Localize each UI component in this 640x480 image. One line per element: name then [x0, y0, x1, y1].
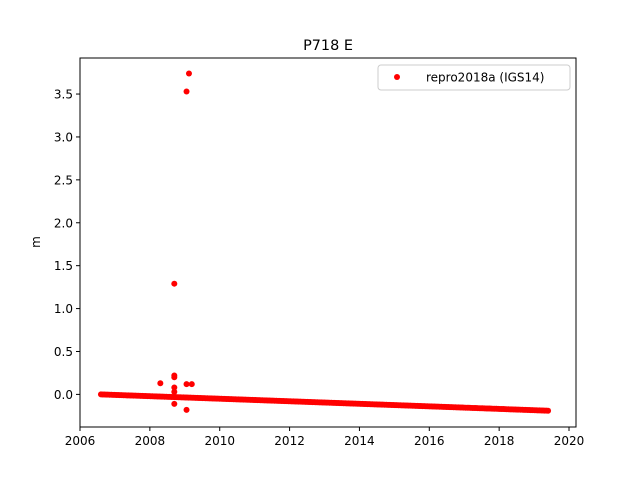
legend-marker: [394, 74, 400, 80]
outlier-point: [183, 406, 190, 413]
outlier-point: [171, 374, 178, 381]
x-tick-label: 2016: [414, 434, 445, 448]
x-tick-label: 2010: [204, 434, 235, 448]
x-tick-label: 2018: [484, 434, 515, 448]
outlier-point: [171, 400, 178, 407]
outlier-point: [188, 381, 195, 388]
outlier-point: [185, 70, 192, 77]
y-tick-label: 0.0: [54, 388, 73, 402]
y-tick-label: 1.0: [54, 302, 73, 316]
outlier-point: [171, 388, 178, 395]
chart-title: P718 E: [303, 38, 353, 54]
y-tick-label: 2.5: [54, 173, 73, 187]
outlier-point: [171, 280, 178, 287]
plot-area: [79, 57, 577, 428]
x-tick-label: 2014: [344, 434, 375, 448]
y-tick-label: 0.5: [54, 345, 73, 359]
x-axis: 2006 2008 2010 2012 2014 2016 2018 2020: [65, 427, 585, 448]
y-tick-label: 1.5: [54, 259, 73, 273]
x-tick-label: 2012: [274, 434, 305, 448]
legend: repro2018a (IGS14): [377, 64, 571, 91]
outlier-point: [183, 381, 190, 388]
outlier-point: [157, 380, 164, 387]
y-tick-label: 3.0: [54, 130, 73, 144]
legend-label: repro2018a (IGS14): [426, 71, 544, 85]
x-tick-label: 2008: [135, 434, 166, 448]
data-point: [545, 407, 552, 414]
x-tick-label: 2020: [554, 434, 585, 448]
y-axis-label: m: [29, 236, 43, 248]
outlier-point: [183, 88, 190, 95]
axes-frame: [79, 57, 577, 428]
y-tick-label: 3.5: [54, 88, 73, 102]
legend-box: [377, 64, 571, 91]
x-tick-label: 2006: [65, 434, 96, 448]
y-axis: 0.0 0.5 1.0 1.5 2.0 2.5 3.0 3.5: [54, 88, 80, 402]
y-tick-label: 2.0: [54, 216, 73, 230]
outlier-point: [171, 384, 178, 391]
